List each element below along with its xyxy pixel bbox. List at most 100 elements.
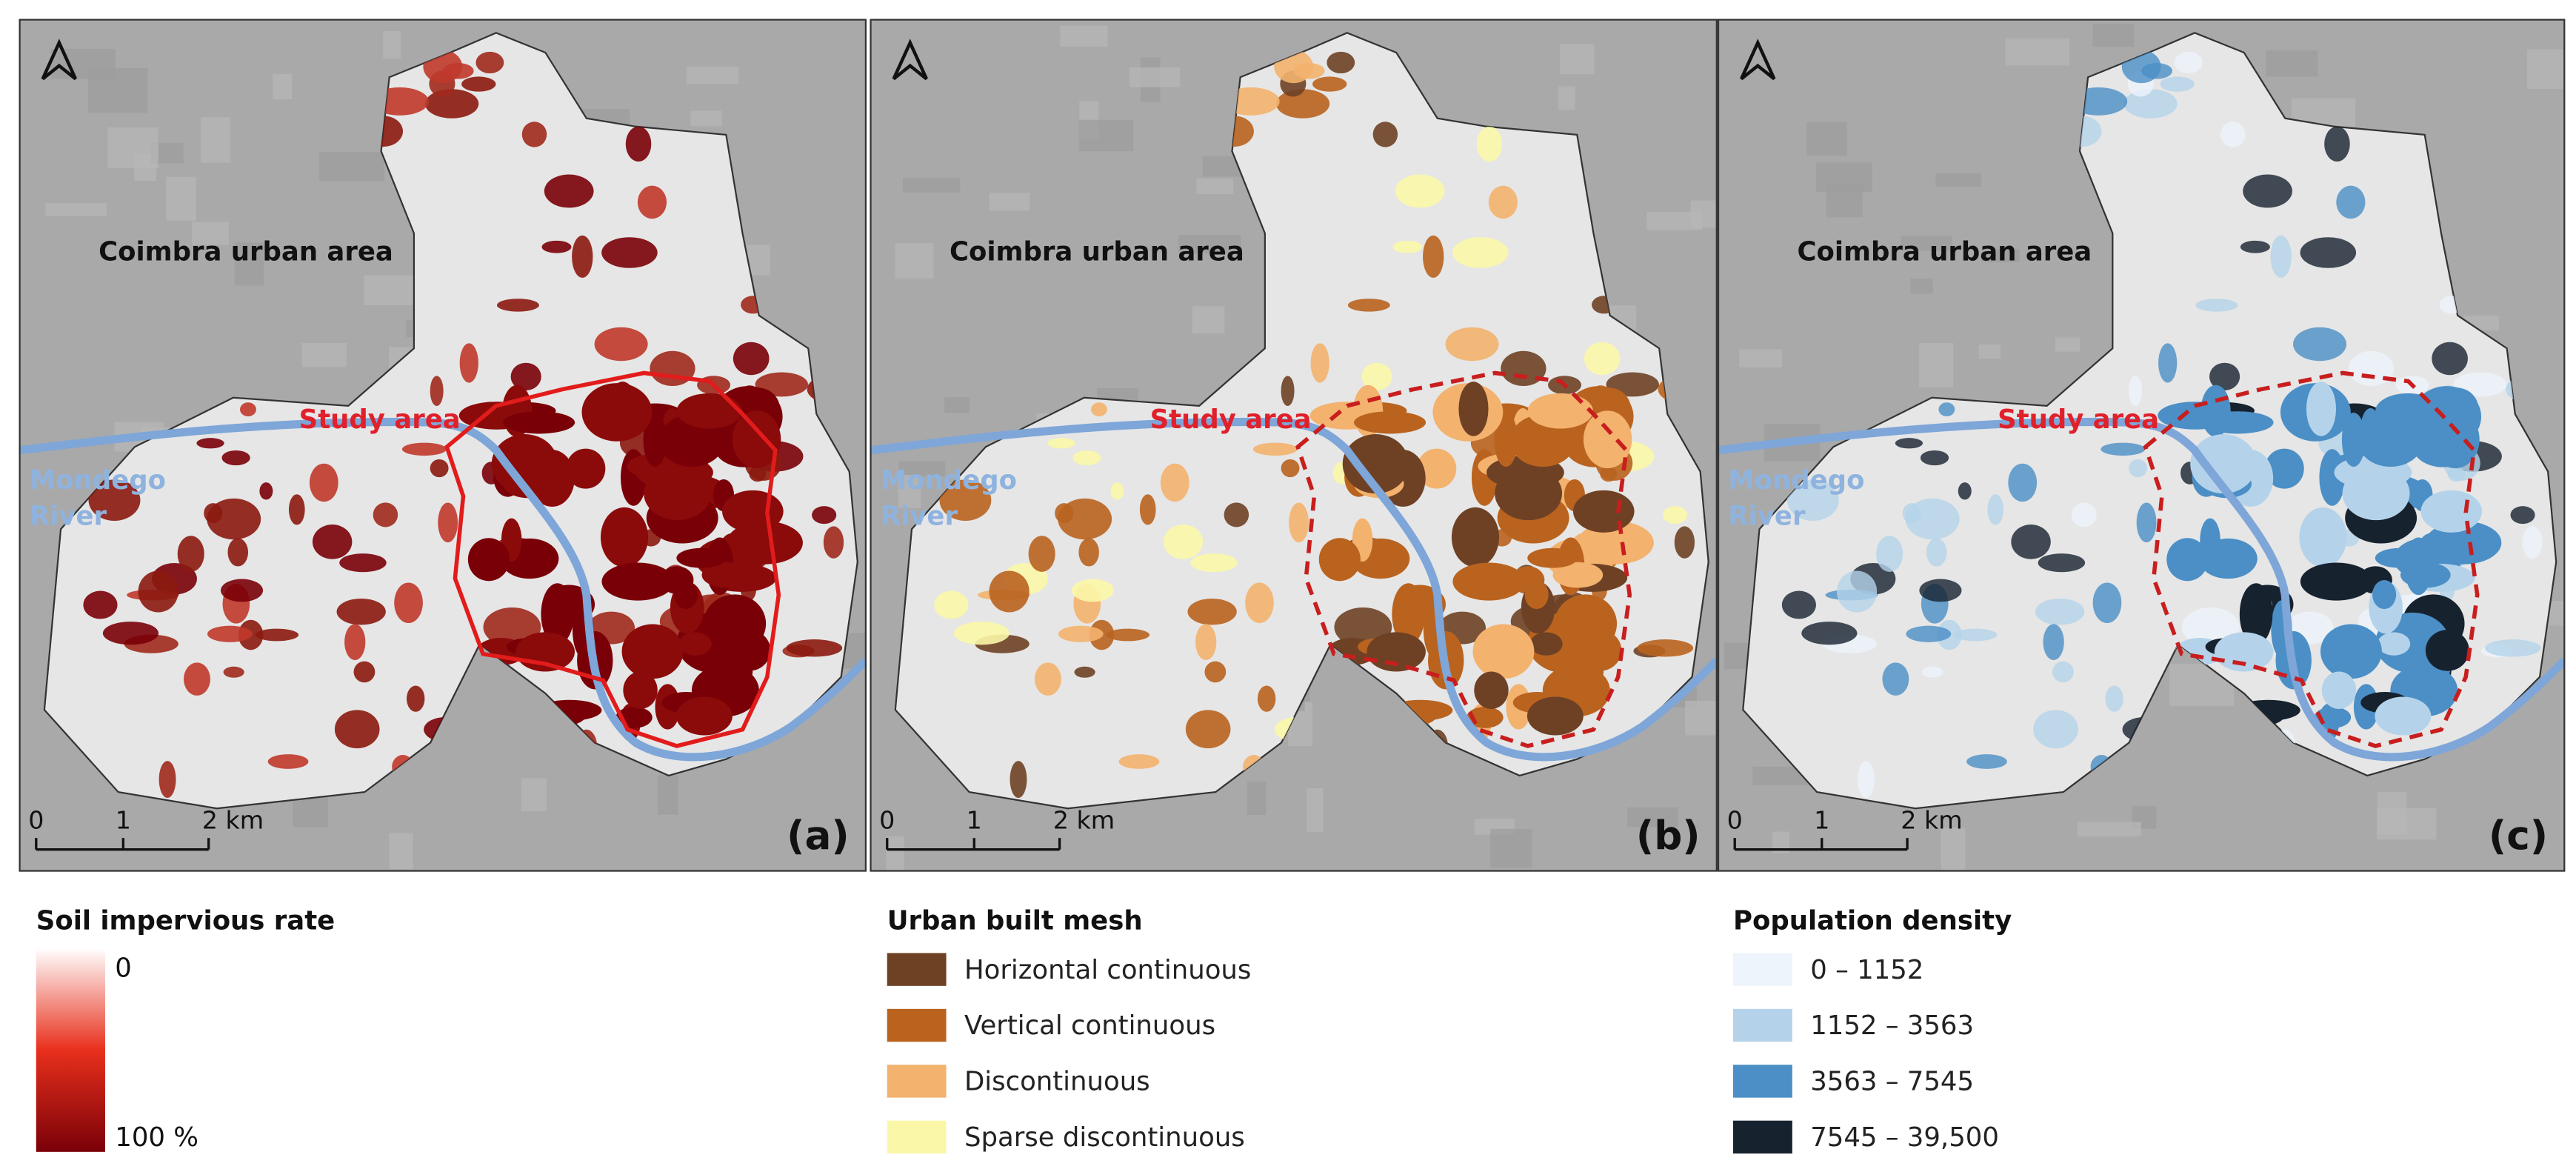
land-patch [594, 327, 648, 362]
core-patch [2166, 538, 2209, 582]
core-patch [676, 547, 727, 568]
land-patch [1118, 754, 1160, 769]
land-patch [2158, 343, 2178, 383]
terrain-patch [1690, 200, 1717, 228]
land-patch [1674, 526, 1695, 559]
land-patch [1966, 754, 2007, 769]
land-patch [1801, 622, 1858, 645]
core-patch [1578, 630, 1622, 671]
core-patch [2201, 411, 2274, 434]
terrain-patch [166, 176, 196, 221]
terrain-patch [1772, 831, 1789, 853]
legend-swatch [887, 1065, 947, 1098]
land-patch [1895, 438, 1923, 449]
core-patch [678, 632, 712, 656]
land-patch [637, 185, 667, 219]
terrain-patch [2055, 337, 2081, 352]
core-patch [2375, 547, 2426, 568]
land-patch [1281, 459, 1300, 478]
terrain-patch [1129, 67, 1181, 87]
land-patch [650, 350, 695, 387]
scale-label: 0 [1727, 805, 1743, 834]
land-patch [373, 502, 398, 527]
core-patch [722, 490, 784, 533]
core-patch [2342, 466, 2410, 521]
land-patch [1281, 376, 1295, 407]
core-patch [676, 393, 742, 429]
land-patch [2348, 350, 2395, 387]
legend-item-label: 7545 – 39,500 [1810, 1122, 1999, 1153]
terrain-patch [1196, 179, 1234, 194]
land-patch [2510, 506, 2535, 525]
core-patch [2299, 507, 2347, 567]
legend-max-label: 100 % [115, 1122, 198, 1153]
core-patch [2341, 412, 2366, 467]
core-patch [673, 579, 698, 610]
legend-swatch [1732, 1120, 1792, 1154]
river [870, 417, 1717, 762]
core-patch [2264, 448, 2304, 489]
land-patch [2038, 553, 2086, 573]
legend-item-label: 0 – 1152 [1810, 955, 1923, 985]
urban-area-label: Coimbra urban area [950, 237, 1244, 267]
panel-label: (b) [1636, 813, 1701, 859]
terrain-patch [1626, 807, 1678, 828]
core-patch [1472, 624, 1535, 679]
land-patch [2243, 174, 2292, 208]
core-patch [2375, 696, 2432, 736]
core-patch [1417, 448, 1457, 489]
land-patch [240, 402, 256, 417]
land-patch [1876, 536, 1903, 572]
land-patch [1047, 438, 1075, 449]
land-patch [1488, 185, 1518, 219]
terrain-patch [1935, 173, 1982, 187]
scale-label: 2 km [1901, 805, 1962, 834]
land-patch [2136, 502, 2157, 543]
river [19, 417, 866, 762]
land-patch [510, 362, 541, 390]
land-patch [1637, 639, 1694, 657]
land-patch [177, 536, 204, 572]
land-patch [2035, 598, 2085, 625]
core-patch [2372, 579, 2397, 610]
land-patch [823, 526, 844, 559]
terrain-patch [686, 67, 739, 84]
land-patch [312, 525, 353, 559]
land-patch [1584, 342, 1621, 376]
land-patch [1074, 666, 1095, 678]
terrain-patch [1060, 25, 1108, 47]
land-patch [2174, 51, 2203, 74]
land-patch [138, 570, 178, 613]
land-patch [1392, 240, 1423, 253]
study-area-label: Study area [299, 404, 461, 435]
legend-title: Population density [1733, 905, 2012, 936]
land-patch [184, 662, 210, 696]
land-patch [430, 459, 449, 478]
terrain-patch [389, 833, 413, 870]
land-patch [1072, 450, 1101, 466]
legend-item-label: Horizontal continuous [964, 955, 1251, 985]
terrain-patch [1558, 86, 1575, 110]
terrain-patch [1918, 343, 1954, 387]
land-patch [1160, 463, 1189, 502]
terrain-patch [45, 203, 107, 216]
land-patch [625, 126, 652, 162]
land-patch [438, 502, 458, 543]
core-patch [2431, 410, 2480, 469]
river-label: Mondego [30, 465, 166, 496]
legend-item-label: 1152 – 3563 [1810, 1010, 1974, 1041]
land-patch [1289, 502, 1309, 543]
land-patch [1078, 538, 1099, 567]
land-patch [2052, 661, 2074, 683]
terrain-patch [2266, 50, 2318, 77]
terrain-patch [1078, 119, 1134, 152]
land-patch [83, 590, 118, 619]
legend-swatch [1732, 1008, 1792, 1042]
terrain-patch [1685, 701, 1717, 736]
land-patch [1224, 502, 1249, 527]
north-arrow [892, 39, 928, 81]
land-patch [1501, 350, 1546, 387]
core-patch [601, 562, 675, 601]
land-patch [1347, 299, 1390, 312]
terrain-patch [301, 342, 347, 367]
